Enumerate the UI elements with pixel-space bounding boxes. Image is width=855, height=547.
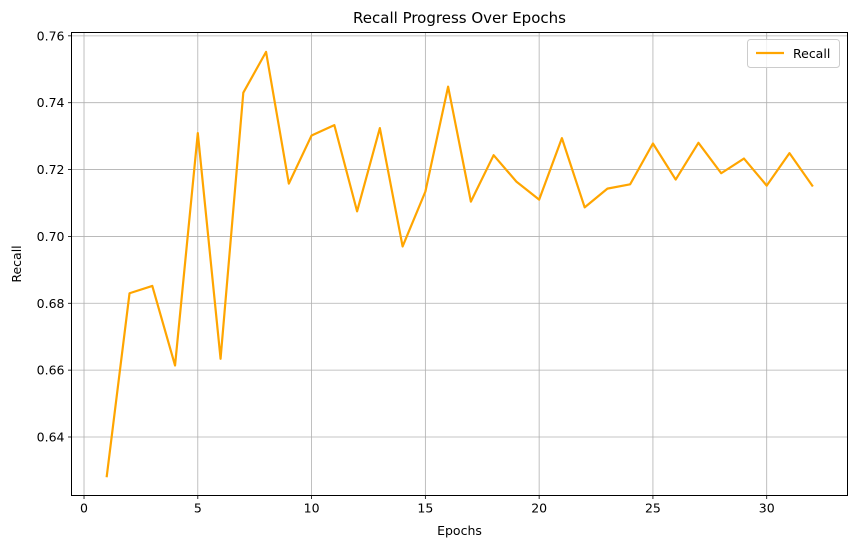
legend-label: Recall [793, 46, 830, 61]
recall-series-line [105, 50, 814, 478]
y-tick-label: 0.66 [37, 363, 65, 378]
y-tick-label: 0.68 [37, 296, 65, 311]
x-tick-label: 0 [80, 501, 88, 516]
y-tick-label: 0.76 [37, 28, 65, 43]
legend-box [747, 39, 840, 68]
x-tick-label: 15 [417, 501, 433, 516]
plot-frame [71, 32, 848, 496]
chart-title: Recall Progress Over Epochs [353, 9, 566, 27]
series-layer [105, 50, 814, 478]
x-axis-label: Epochs [437, 523, 482, 538]
y-tick-label: 0.70 [37, 229, 65, 244]
y-tick-label: 0.74 [37, 95, 65, 110]
grid [71, 32, 848, 496]
legend: Recall [747, 39, 840, 68]
x-tick-label: 30 [759, 501, 775, 516]
y-tick-label: 0.64 [37, 429, 65, 444]
y-axis-label: Recall [9, 245, 24, 282]
x-tick-label: 20 [531, 501, 547, 516]
x-axis: 0 5 10 15 20 25 30 [80, 495, 775, 516]
x-tick-label: 10 [304, 501, 320, 516]
y-tick-label: 0.72 [37, 162, 65, 177]
x-tick-label: 5 [194, 501, 202, 516]
x-tick-label: 25 [645, 501, 661, 516]
y-axis: 0.64 0.66 0.68 0.70 0.72 0.74 0.76 [37, 28, 72, 444]
